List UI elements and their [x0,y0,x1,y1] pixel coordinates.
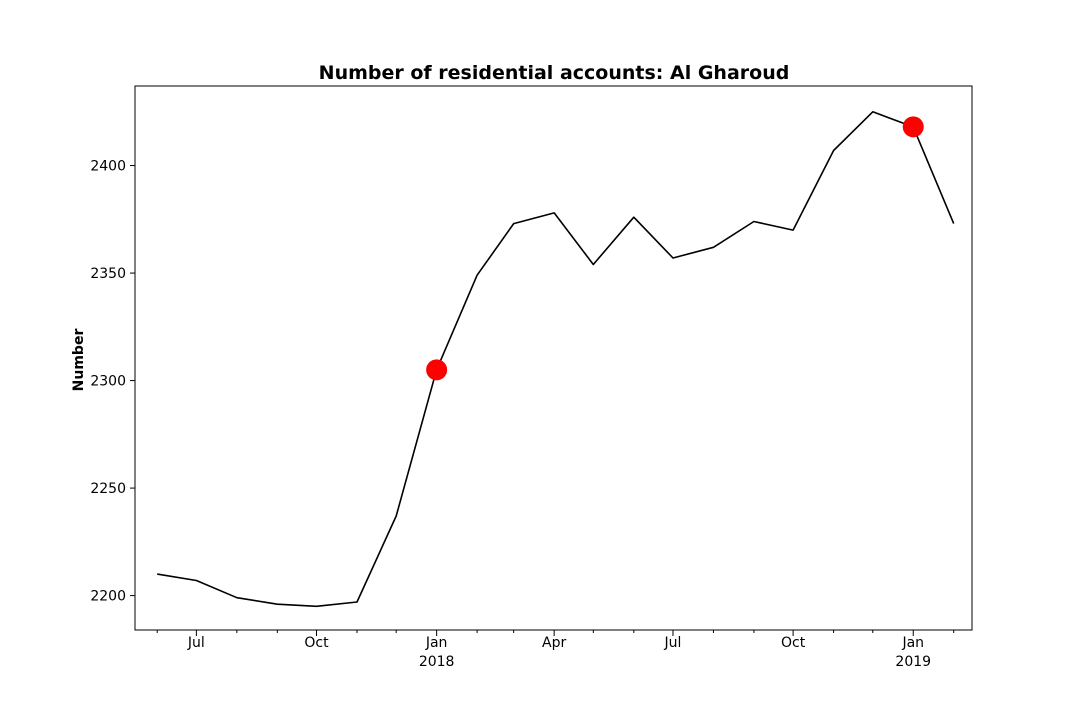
y-tick-label: 2350 [90,266,126,282]
series-line [157,111,955,608]
y-tick-label: 2250 [90,481,126,497]
x-tick-label: Jul [664,635,682,651]
y-tick-label: 2400 [90,159,126,175]
x-axis-ticks: Jul Oct Jan 2018 Apr Jul Oct Jan 2019 [156,630,955,670]
highlight-marker [426,359,448,381]
x-tick-label: Oct [781,635,806,651]
plot-frame [134,85,973,631]
y-tick-label: 2300 [90,374,126,390]
plot-area [157,111,955,608]
x-tick-year-label: 2019 [895,654,931,670]
highlight-marker [902,116,924,138]
x-tick-label: Apr [542,635,566,651]
x-tick-year-label: 2018 [419,654,455,670]
chart-title: Number of residential accounts: Al Gharo… [319,62,790,84]
x-tick-label: Jan [425,635,448,651]
x-tick-label: Jan [901,635,924,651]
y-axis-label: Number [71,329,87,392]
x-tick-label: Oct [304,635,329,651]
y-tick-label: 2200 [90,589,126,605]
x-tick-label: Jul [187,635,205,651]
y-axis-ticks: 2200 2250 2300 2350 2400 [90,159,135,605]
